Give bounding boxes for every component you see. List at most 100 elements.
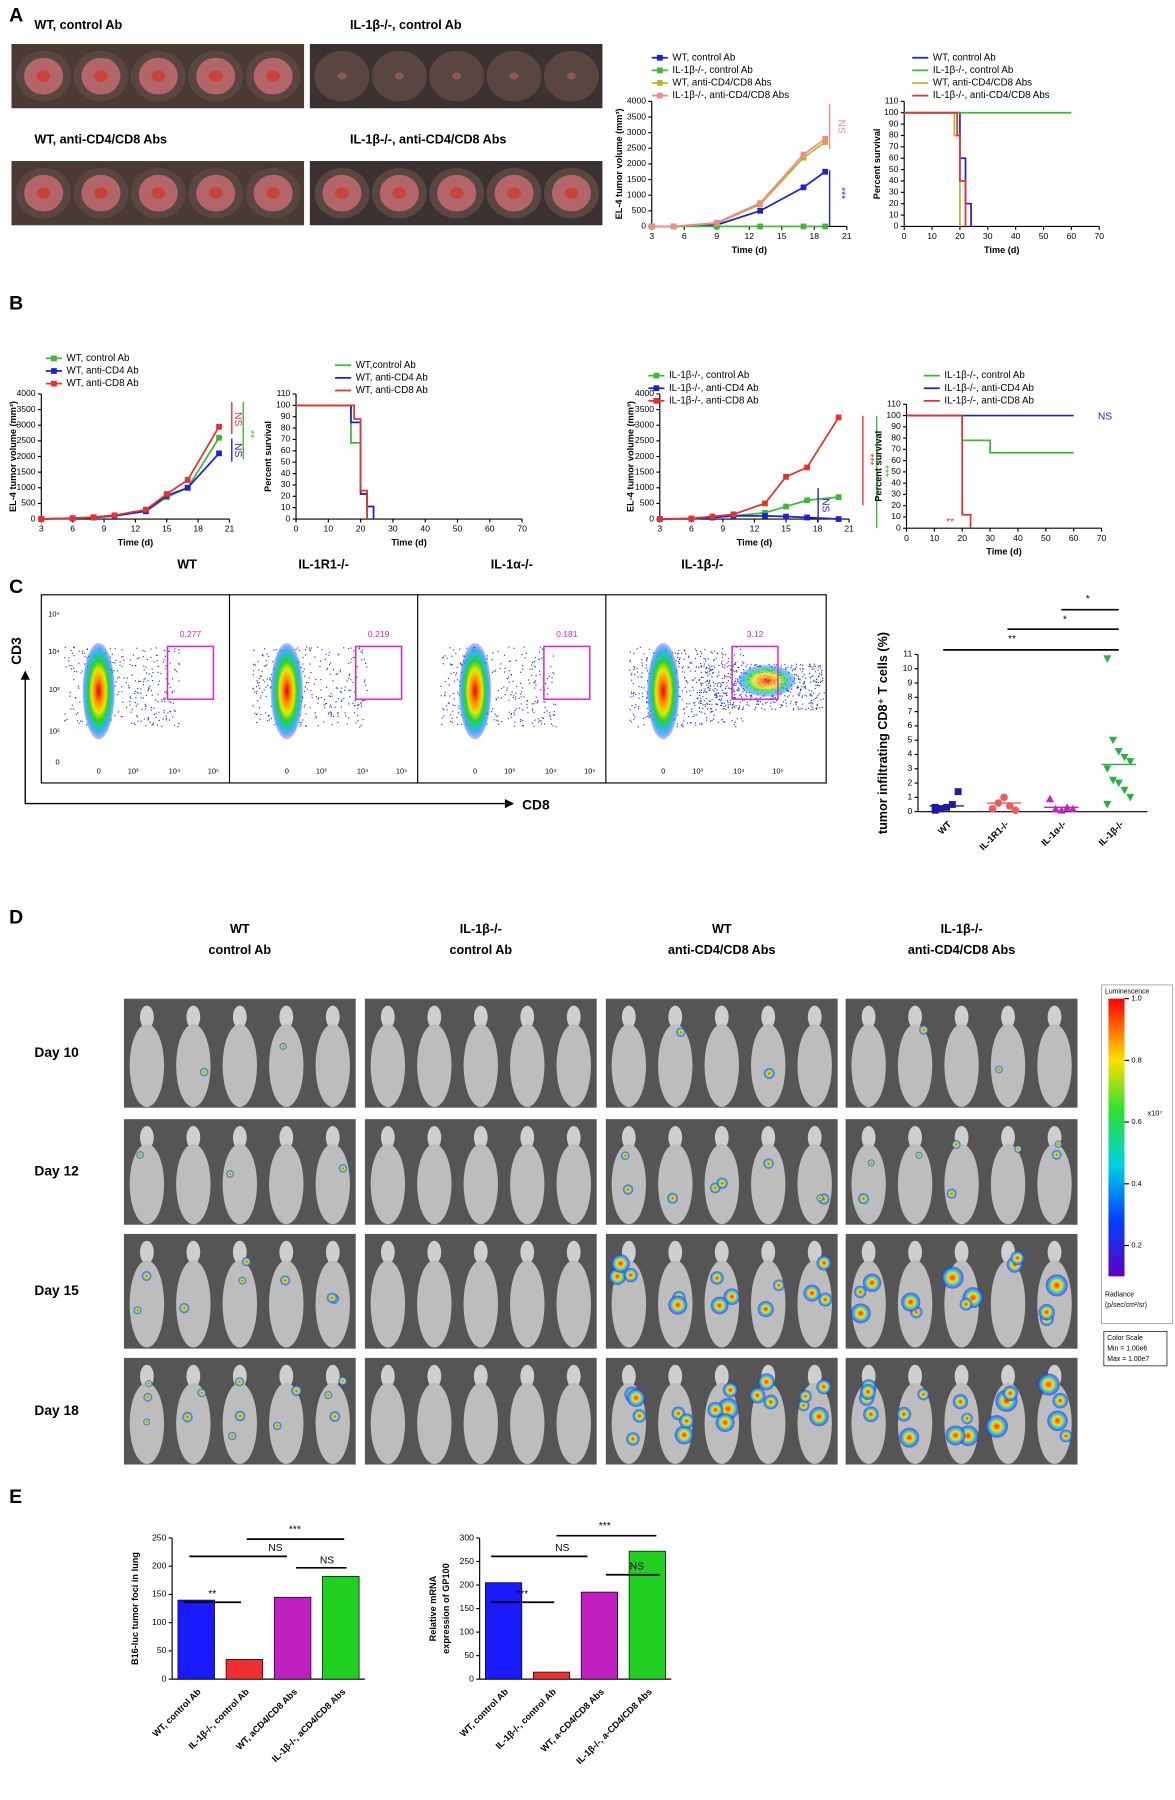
y-tick-label: 500 [21,498,36,508]
data-point [656,516,663,522]
bioluminescence [961,1412,973,1425]
flow-event [78,662,80,664]
flow-event [723,708,725,710]
x-tick-label: 50 [1041,533,1051,543]
flow-event [816,704,818,706]
mouse-body [658,1024,693,1107]
flow-event [111,653,113,655]
flow-event [699,711,701,713]
flow-event [137,687,139,690]
flow-event [526,704,528,706]
legend-marker [51,368,57,374]
flow-event [785,667,787,669]
flow-event [338,653,340,655]
flow-event [551,681,553,683]
flow-event [358,648,360,650]
flow-event [361,699,363,702]
flow-event [486,655,488,657]
flow-event [357,705,359,707]
bioluminescence [679,1413,695,1429]
flow-event [815,684,817,687]
flow-event [171,692,174,694]
data-point [988,805,997,813]
flow-event [262,654,264,656]
data-point [184,477,191,483]
flow-event [142,683,144,686]
flow-event [701,676,703,678]
mouse-body [129,1143,165,1225]
y-tick-label: 1000 [635,482,654,492]
flow-event [86,648,88,650]
bioluminescence [143,1418,151,1426]
flow-x-tick: 10³ [504,766,515,775]
flow-event [442,656,444,658]
flow-event [178,664,180,666]
flow-event [305,654,307,656]
flow-event [353,704,355,707]
flow-event [732,703,734,705]
flow-event [711,669,713,671]
flow-event [632,693,635,695]
flow-event [332,715,335,717]
flow-event [817,676,819,678]
bioluminescence [668,1295,688,1315]
y-tick-label: 2500 [16,435,35,445]
flow-event [528,679,530,681]
flow-event [740,693,742,695]
flow-event [631,679,633,681]
y-tick-label: 3500 [16,404,35,414]
flow-event [703,657,705,659]
flow-event [508,646,510,648]
flow-event [688,666,690,668]
flow-event [736,689,738,691]
x-tick-label: 50 [1039,231,1049,241]
bioluminescence [952,1394,969,1410]
flow-event [350,647,352,649]
flow-event [679,657,681,659]
flow-event [546,710,548,712]
flow-event [354,691,356,693]
flow-event [714,667,716,669]
flow-event [343,647,345,649]
x-tick-label: WT [936,819,953,836]
bioluminescence [632,1409,647,1423]
flow-event [696,697,698,699]
mouse-body [751,1143,786,1225]
flow-event [726,692,728,694]
bioluminescence [850,1303,871,1324]
flow-event [694,704,696,706]
mouse-head [566,1126,581,1149]
flow-event [454,704,456,707]
flow-event [317,646,319,648]
flow-event [165,665,167,667]
flow-event [79,701,81,703]
flow-event [735,726,737,728]
flow-event [537,701,539,703]
bioluminescence [749,1387,766,1404]
flow-density [737,664,796,697]
annotation: ** [244,430,255,438]
flow-event [156,654,158,656]
bioluminescence [772,1279,785,1292]
x-tick-label: 15 [777,231,787,241]
flow-event [360,703,362,705]
flow-event [722,666,724,668]
flow-event [715,657,717,659]
flow-event [161,725,163,727]
mouse-body [315,1382,350,1464]
flow-event [774,701,776,704]
flow-event [740,671,742,674]
flow-event [630,696,632,698]
flow-event [721,677,724,679]
flow-event [821,706,823,708]
flow-event [356,676,358,678]
bioluminescence [862,1273,882,1293]
bioluminescence [941,1266,964,1289]
flow-event [816,684,818,686]
flow-event [709,679,711,681]
flow-event [491,659,493,661]
flow-event [742,691,744,693]
flow-event [174,668,176,670]
flow-event [145,725,147,727]
y-tick-label: 4000 [635,388,654,398]
